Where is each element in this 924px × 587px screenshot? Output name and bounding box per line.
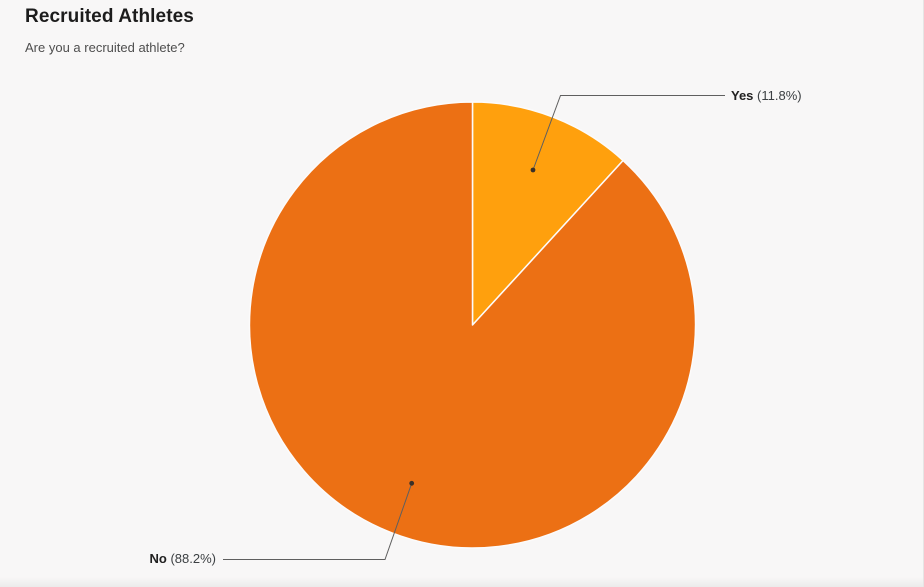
slice-label-yes: Yes (11.8%) [731,88,802,104]
question-subtitle: Are you a recruited athlete? [25,40,185,55]
slice-label-yes-name: Yes [731,88,754,103]
pie-slice-no[interactable] [248,101,697,549]
slice-label-no: No (88.2%) [150,551,217,567]
callout-dot-no [409,480,415,486]
slice-label-yes-percent: (11.8%) [757,88,802,103]
slice-label-no-name: No [149,551,167,566]
pie-slice-yes[interactable] [471,101,624,326]
callout-line-yes [530,95,725,173]
page-title: Recruited Athletes [25,6,194,27]
slice-label-no-percent: (88.2%) [170,551,216,566]
callout-dot-yes [530,167,536,173]
callout-line-no [223,480,415,560]
